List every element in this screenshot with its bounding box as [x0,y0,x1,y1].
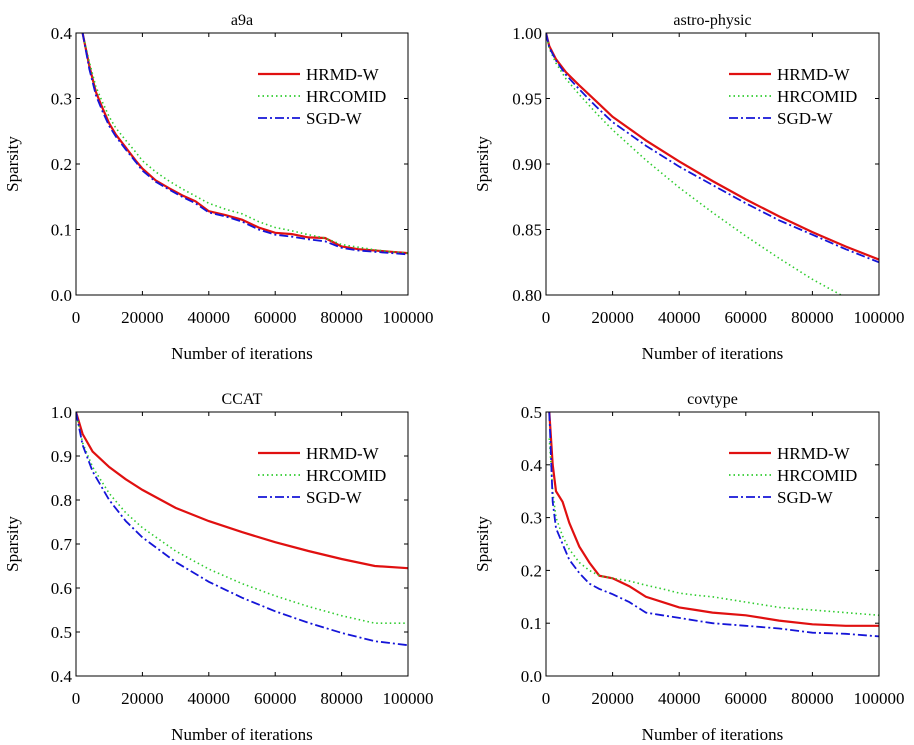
legend-entry-hrmd-w: HRMD-W [306,65,380,84]
x-axis-label: Number of iterations [642,725,784,744]
x-tick-label: 20000 [591,308,634,327]
series-line-sgd-w [76,412,408,647]
x-tick-label: 20000 [591,689,634,708]
legend-entry-sgd-w: SGD-W [306,488,363,507]
series-line-hrcomid [548,438,879,617]
y-axis-label: Sparsity [3,136,22,192]
x-tick-label: 60000 [725,689,768,708]
x-tick-label: 100000 [383,308,434,327]
y-axis-label: Sparsity [473,516,492,572]
series-line-sgd-w [81,33,408,256]
y-tick-label: 0.90 [512,155,542,174]
legend: HRMD-W HRCOMID SGD-W [258,65,386,128]
x-axis-label: Number of iterations [171,344,313,363]
panel-a9a: 0 20000 40000 60000 80000 100000 0.0 0.1 0.2 0.3 0… [3,12,434,363]
y-tick-label: 0.0 [51,286,72,305]
x-tick-label: 0 [72,689,81,708]
y-tick-label: 0.9 [51,447,72,466]
y-tick-label: 0.8 [51,491,72,510]
series-line-hrmd-w [548,412,879,627]
legend-entry-sgd-w: SGD-W [306,109,363,128]
x-axis-label: Number of iterations [642,344,784,363]
series-line-hrcomid [81,33,408,254]
y-tick-label: 0.6 [51,579,72,598]
x-axis-label: Number of iterations [171,725,313,744]
x-tick-label: 100000 [854,689,905,708]
panel-covtype: 0 20000 40000 60000 80000 100000 0.0 0.1 0.2 0.3 0… [473,391,905,744]
x-tick-label: 0 [72,308,81,327]
x-tick-label: 40000 [188,689,231,708]
legend: HRMD-W HRCOMID SGD-W [258,444,386,507]
x-tick-label: 60000 [725,308,768,327]
x-tick-label: 100000 [854,308,905,327]
x-tick-label: 80000 [791,689,834,708]
y-tick-label: 0.2 [521,561,542,580]
y-tick-label: 1.0 [51,403,72,422]
x-tick-label: 0 [542,308,551,327]
x-tick-label: 0 [542,689,551,708]
y-tick-label: 0.7 [51,535,73,554]
y-tick-label: 0.85 [512,221,542,240]
y-axis-label: Sparsity [3,516,22,572]
legend-entry-hrcomid: HRCOMID [777,466,857,485]
axes-frame [545,411,880,677]
series-line-sgd-w [546,33,879,264]
x-tick-label: 20000 [121,308,164,327]
y-tick-label: 0.3 [51,90,72,109]
x-tick-label: 80000 [320,308,363,327]
legend-entry-hrmd-w: HRMD-W [306,444,380,463]
series-line-hrmd-w [81,33,408,255]
legend-entry-sgd-w: SGD-W [777,109,834,128]
y-tick-label: 0.2 [51,155,72,174]
y-tick-label: 0.4 [521,456,543,475]
panel-ccat: 0 20000 40000 60000 80000 100000 0.4 0.5 0.6 0.7 0… [3,391,434,744]
legend-entry-hrcomid: HRCOMID [306,466,386,485]
x-tick-label: 40000 [658,689,701,708]
x-tick-label: 60000 [254,308,297,327]
x-tick-label: 60000 [254,689,297,708]
legend-entry-sgd-w: SGD-W [777,488,834,507]
y-tick-label: 1.00 [512,24,542,43]
x-tick-label: 100000 [383,689,434,708]
y-tick-label: 0.4 [51,667,73,686]
y-tick-label: 0.0 [521,667,542,686]
y-tick-label: 0.1 [521,614,542,633]
legend-entry-hrmd-w: HRMD-W [777,65,851,84]
x-tick-label: 80000 [791,308,834,327]
chart-title: astro-physic [673,12,751,29]
x-tick-label: 40000 [188,308,231,327]
series-line-hrmd-w [546,33,879,261]
legend: HRMD-W HRCOMID SGD-W [729,444,857,507]
chart-title: a9a [231,12,253,29]
x-tick-label: 20000 [121,689,164,708]
series-line-sgd-w [548,412,879,638]
y-tick-label: 0.5 [521,403,542,422]
y-tick-label: 0.5 [51,623,72,642]
y-tick-label: 0.95 [512,90,542,109]
series-line-hrcomid [546,33,843,295]
y-tick-label: 0.4 [51,24,73,43]
series-line-hrmd-w [76,412,408,570]
y-tick-label: 0.3 [521,509,542,528]
chart-title: covtype [687,391,738,408]
legend: HRMD-W HRCOMID SGD-W [729,65,857,128]
legend-entry-hrcomid: HRCOMID [777,87,857,106]
legend-entry-hrmd-w: HRMD-W [777,444,851,463]
x-tick-label: 40000 [658,308,701,327]
legend-entry-hrcomid: HRCOMID [306,87,386,106]
y-tick-label: 0.80 [512,286,542,305]
y-tick-label: 0.1 [51,221,72,240]
y-axis-label: Sparsity [473,136,492,192]
x-tick-label: 80000 [320,689,363,708]
panel-astro-physic: 0 20000 40000 60000 80000 100000 0.80 0.85 0.90 0… [473,12,905,363]
chart-title: CCAT [222,391,263,408]
